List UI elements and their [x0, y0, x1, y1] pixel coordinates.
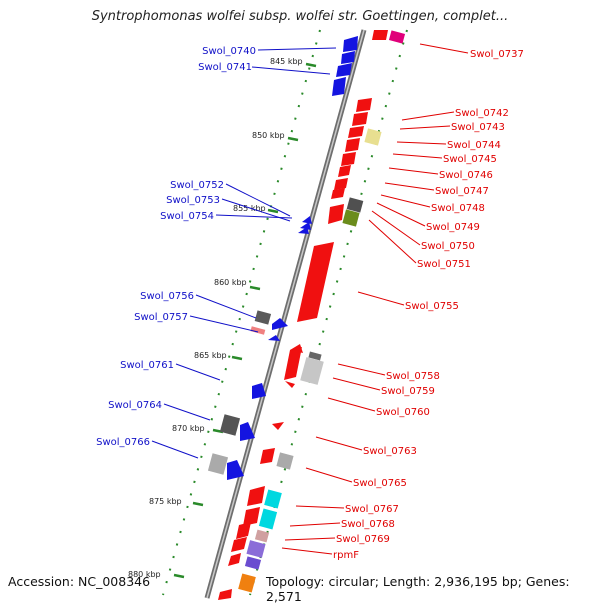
gene-label-swol-0756[interactable]: Swol_0756 [140, 291, 194, 302]
map-title: Syntrophomonas wolfei subsp. wolfei str.… [91, 9, 509, 24]
gene-label-swol-0749[interactable]: Swol_0749 [426, 222, 480, 233]
gene-label-swol-0759[interactable]: Swol_0759 [381, 386, 435, 397]
feature-swol-0740b [341, 51, 355, 64]
left-leaders [151, 47, 337, 459]
feature-swol-0741 [336, 63, 352, 77]
gene-label-swol-0764[interactable]: Swol_0764 [108, 400, 162, 411]
gene-label-swol-0760[interactable]: Swol_0760 [376, 407, 430, 418]
feature-swol-0741b [332, 77, 346, 96]
reverse-features [218, 30, 388, 600]
gene-label-swol-0742[interactable]: Swol_0742 [455, 108, 509, 119]
feature-swol-0752 [302, 216, 312, 224]
scale-label-875: 875 kbp [149, 497, 182, 506]
gene-label-swol-0744[interactable]: Swol_0744 [447, 140, 501, 151]
major-ticks [173, 62, 317, 579]
gene-label-swol-0765[interactable]: Swol_0765 [353, 478, 407, 489]
left-gene-labels[interactable]: Swol_0740 Swol_0741 Swol_0752 Swol_0753 … [96, 46, 256, 448]
gene-label-swol-0761[interactable]: Swol_0761 [120, 360, 174, 371]
gene-label-swol-0753[interactable]: Swol_0753 [166, 195, 220, 206]
gene-label-swol-0743[interactable]: Swol_0743 [451, 122, 505, 133]
scale-label-845: 845 kbp [270, 57, 303, 66]
feature-swol-0766 [227, 460, 244, 480]
gene-label-swol-0751[interactable]: Swol_0751 [417, 259, 471, 270]
gene-label-swol-0755[interactable]: Swol_0755 [405, 301, 459, 312]
scale-label-860: 860 kbp [214, 278, 247, 287]
forward-features [227, 36, 358, 480]
forward-grey-features [207, 310, 272, 475]
feature-swol-0764 [240, 422, 255, 441]
gene-label-swol-0767[interactable]: Swol_0767 [345, 504, 399, 515]
gene-label-swol-0747[interactable]: Swol_0747 [435, 186, 489, 197]
feature-swol-0757 [268, 335, 280, 341]
feature-swol-0754 [298, 227, 309, 234]
scale-label-870: 870 kbp [172, 424, 205, 433]
gene-label-swol-0754[interactable]: Swol_0754 [160, 211, 214, 222]
scale-label-865: 865 kbp [194, 351, 227, 360]
reverse-colored-features [238, 30, 406, 593]
gene-label-swol-0758[interactable]: Swol_0758 [386, 371, 440, 382]
feature-swol-0756 [272, 318, 288, 330]
scale-label-855: 855 kbp [233, 204, 266, 213]
gene-label-rpmf[interactable]: rpmF [333, 550, 359, 561]
feature-swol-0740 [343, 36, 358, 52]
right-leaders [281, 43, 469, 555]
gene-label-swol-0768[interactable]: Swol_0768 [341, 519, 395, 530]
scale-label-850: 850 kbp [252, 131, 285, 140]
gene-label-swol-0748[interactable]: Swol_0748 [431, 203, 485, 214]
gene-label-swol-0766[interactable]: Swol_0766 [96, 437, 150, 448]
gene-label-swol-0750[interactable]: Swol_0750 [421, 241, 475, 252]
feature-swol-0761 [252, 383, 266, 399]
gene-label-swol-0745[interactable]: Swol_0745 [443, 154, 497, 165]
feature-swol-0737 [372, 30, 388, 40]
right-gene-labels[interactable]: Swol_0737 Swol_0742 Swol_0743 Swol_0744 … [333, 49, 524, 561]
gene-label-swol-0757[interactable]: Swol_0757 [134, 312, 188, 323]
feature-swol-0755 [297, 242, 334, 322]
scale-label-880: 880 kbp [128, 570, 161, 579]
gene-label-swol-0741[interactable]: Swol_0741 [198, 62, 252, 73]
gene-label-swol-0752[interactable]: Swol_0752 [170, 180, 224, 191]
gene-label-swol-0746[interactable]: Swol_0746 [439, 170, 493, 181]
gene-label-swol-0769[interactable]: Swol_0769 [336, 534, 390, 545]
accession-text: Accession: NC_008346 [8, 574, 151, 589]
gene-label-swol-0737[interactable]: Swol_0737 [470, 49, 524, 60]
gene-label-swol-0763[interactable]: Swol_0763 [363, 446, 417, 457]
gene-label-swol-0740[interactable]: Swol_0740 [202, 46, 256, 57]
feature-swol-0753 [300, 222, 311, 230]
